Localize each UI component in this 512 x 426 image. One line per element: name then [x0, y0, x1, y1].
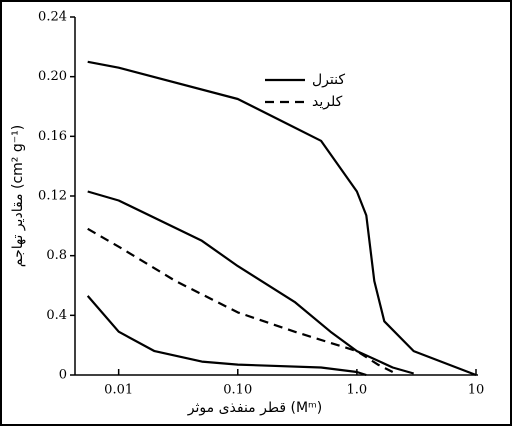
x-tick-label: 10	[468, 383, 485, 398]
y-tick-label: 0.24	[38, 10, 67, 25]
x-tick-label: 0.10	[223, 383, 252, 398]
line-series	[86, 295, 367, 377]
y-axis-label: مقادیر تهاجم (cm² g⁻¹)	[10, 125, 26, 267]
y-tick-label: 0	[59, 368, 67, 383]
y-tick-label: 0.12	[38, 189, 67, 204]
line-series	[87, 190, 415, 375]
x-tick-label: 0.01	[104, 383, 133, 398]
legend-label: کنترل	[312, 72, 345, 88]
y-tick-label: 0.4	[46, 308, 67, 323]
y-tick-label: 0.8	[46, 248, 67, 263]
x-tick-label: 1.0	[347, 383, 368, 398]
y-tick-label: 0.16	[38, 129, 67, 144]
line-series	[87, 60, 477, 377]
y-tick-label: 0.20	[38, 69, 67, 84]
legend-label: کلرید	[312, 94, 343, 110]
x-axis-label: قطر منفذی موثر (Mᵐ)	[187, 400, 322, 416]
line-series	[87, 227, 394, 373]
